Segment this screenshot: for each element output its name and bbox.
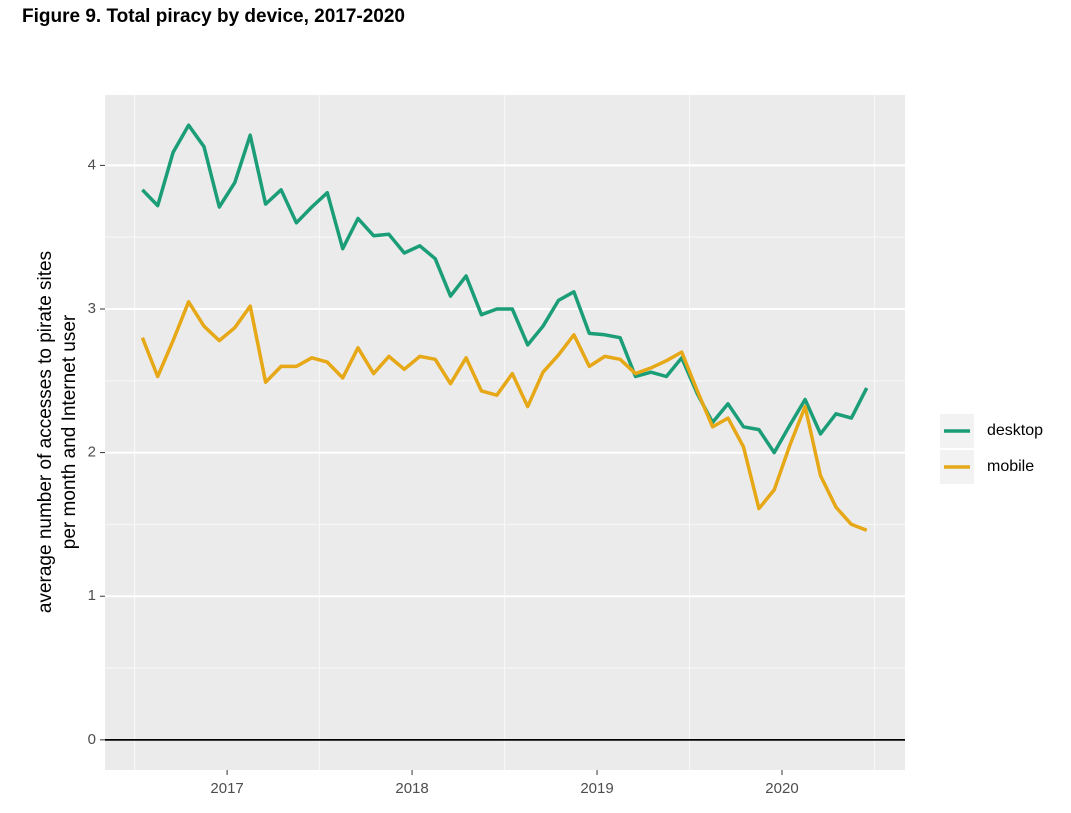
y-tick-label: 4	[88, 156, 96, 173]
y-axis-title-line: average number of accesses to pirate sit…	[35, 251, 56, 613]
y-tick-label: 3	[88, 300, 96, 317]
x-tick-label: 2018	[395, 780, 428, 797]
data-line	[141, 123, 869, 455]
y-tick-label: 0	[88, 731, 96, 748]
legend-label: desktop	[987, 422, 1043, 439]
x-tick-label: 2019	[580, 780, 613, 797]
y-tick-label: 1	[88, 587, 96, 604]
chart-title: Figure 9. Total piracy by device, 2017-2…	[22, 6, 405, 27]
y-axis-title: average number of accesses to pirate sit…	[35, 251, 80, 613]
y-axis-title-line: per month and Internet user	[59, 314, 80, 549]
x-tick-label: 2017	[210, 780, 243, 797]
legend-label: mobile	[987, 458, 1034, 475]
y-tick-label: 2	[88, 444, 96, 461]
x-tick-label: 2020	[765, 780, 798, 797]
data-line	[140, 300, 868, 532]
